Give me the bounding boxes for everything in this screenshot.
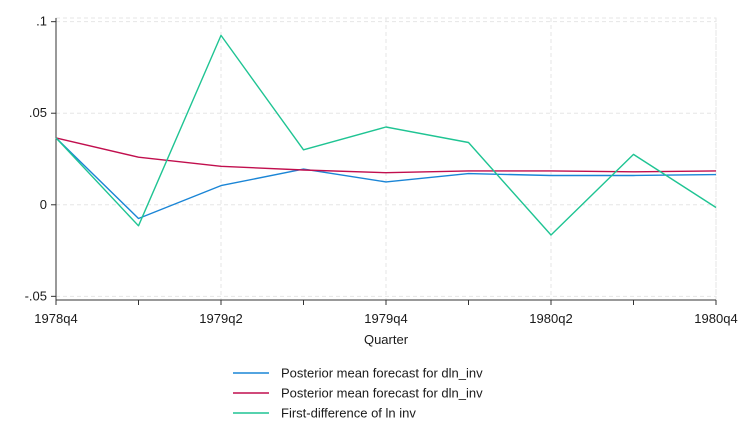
- series-line-2: [55, 137, 717, 174]
- x-tick-label: 1979q4: [364, 311, 407, 326]
- x-axis-title: Quarter: [364, 332, 409, 347]
- y-tick-label: .05: [29, 105, 47, 120]
- x-tick-label: 1980q2: [529, 311, 572, 326]
- series-line-3: [55, 34, 717, 236]
- x-tick-label: 1980q4: [694, 311, 737, 326]
- legend: Posterior mean forecast for dln_inv Poste…: [233, 366, 483, 421]
- y-tick-label: -.05: [25, 288, 47, 303]
- x-tick-label: 1978q4: [34, 311, 77, 326]
- y-tick-label: 0: [40, 197, 47, 212]
- legend-label-1: Posterior mean forecast for dln_inv: [281, 366, 483, 381]
- legend-label-2: Posterior mean forecast for dln_inv: [281, 386, 483, 401]
- axes: -.05 0 .05 .1 1978q4 1979q2 1979q4 1980q2 1980q4: [25, 14, 738, 326]
- y-tick-label: .1: [36, 14, 47, 29]
- x-tick-label: 1979q2: [199, 311, 242, 326]
- legend-label-3: First-difference of ln inv: [281, 406, 416, 421]
- series-lines: [55, 34, 717, 236]
- series-line-1: [55, 137, 717, 220]
